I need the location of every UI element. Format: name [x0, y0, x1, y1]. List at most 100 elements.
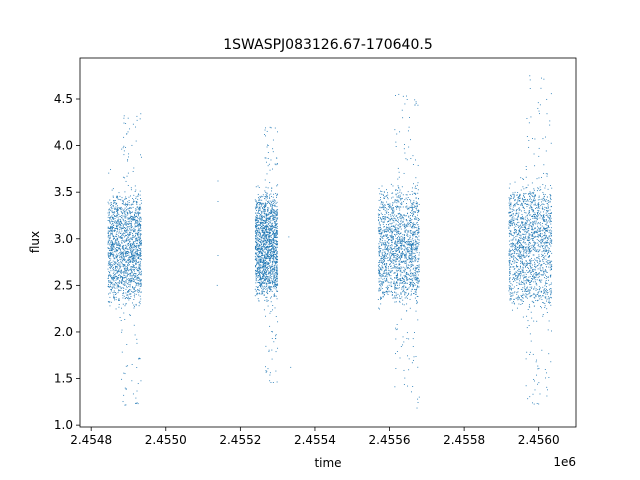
- data-point: [264, 232, 266, 234]
- data-point: [264, 209, 266, 211]
- data-point: [266, 282, 267, 284]
- data-point: [129, 246, 131, 248]
- data-point: [107, 233, 109, 234]
- data-point: [380, 267, 382, 269]
- data-point: [119, 251, 121, 253]
- data-point: [259, 261, 261, 263]
- data-point: [110, 249, 112, 251]
- data-point: [406, 258, 407, 260]
- data-point: [264, 179, 266, 181]
- data-point: [269, 194, 270, 196]
- data-point: [113, 258, 115, 260]
- data-point: [392, 238, 394, 240]
- data-point: [271, 269, 273, 271]
- data-point: [406, 278, 407, 280]
- data-point: [265, 205, 267, 207]
- data-point: [133, 304, 135, 306]
- data-point: [272, 331, 273, 333]
- data-point: [275, 271, 277, 273]
- data-point: [122, 219, 124, 221]
- data-point: [415, 259, 417, 261]
- data-point: [269, 240, 271, 242]
- data-point: [274, 237, 276, 239]
- data-point: [265, 222, 267, 224]
- data-point: [413, 276, 415, 278]
- data-point: [415, 284, 417, 286]
- data-point: [138, 262, 140, 264]
- data-point: [416, 242, 418, 244]
- data-point: [268, 218, 270, 220]
- data-point: [381, 281, 383, 283]
- data-point: [134, 215, 136, 217]
- data-point: [414, 247, 416, 249]
- data-point: [401, 197, 403, 199]
- data-point: [138, 289, 140, 291]
- data-point: [136, 282, 138, 284]
- data-point: [271, 223, 273, 225]
- data-point: [407, 244, 409, 246]
- data-point: [137, 256, 139, 258]
- data-point: [390, 228, 392, 230]
- data-point: [116, 210, 117, 212]
- data-point: [417, 282, 419, 284]
- data-point: [389, 235, 391, 237]
- data-point: [113, 283, 115, 285]
- data-point: [275, 370, 277, 372]
- data-point: [274, 254, 276, 255]
- data-point: [267, 201, 269, 202]
- data-point: [384, 294, 385, 295]
- data-point: [112, 204, 114, 206]
- data-point: [416, 229, 418, 231]
- data-point: [392, 262, 394, 264]
- data-point: [410, 284, 412, 286]
- data-point: [404, 291, 406, 293]
- data-point: [274, 222, 276, 224]
- data-point: [262, 208, 264, 210]
- data-point: [401, 192, 403, 194]
- data-point: [387, 272, 389, 274]
- data-point: [276, 245, 278, 247]
- data-point: [417, 286, 419, 288]
- data-point: [123, 215, 125, 217]
- data-point: [407, 225, 409, 227]
- data-point: [131, 229, 133, 231]
- data-point: [110, 204, 111, 206]
- data-point: [125, 288, 127, 290]
- data-point: [137, 193, 139, 195]
- data-point: [258, 272, 260, 274]
- data-point: [112, 276, 114, 278]
- data-point: [129, 240, 131, 242]
- data-point: [113, 277, 115, 279]
- data-point: [262, 277, 264, 279]
- data-point: [131, 364, 133, 365]
- data-point: [269, 216, 271, 218]
- data-point: [123, 258, 125, 259]
- data-point: [267, 270, 269, 272]
- data-point: [138, 208, 140, 210]
- data-point: [397, 219, 399, 221]
- data-point: [113, 201, 115, 203]
- data-point: [118, 289, 120, 291]
- data-point: [118, 226, 120, 228]
- data-point: [271, 286, 273, 288]
- data-point: [386, 287, 388, 289]
- data-point: [130, 237, 132, 239]
- data-point: [379, 275, 381, 277]
- data-point: [116, 244, 117, 246]
- data-point: [132, 256, 133, 258]
- data-point: [258, 217, 260, 219]
- data-point: [263, 206, 265, 208]
- data-point: [272, 211, 274, 213]
- data-point: [122, 248, 124, 250]
- data-point: [256, 210, 258, 211]
- data-point: [255, 227, 257, 228]
- data-point: [387, 257, 389, 258]
- data-point: [379, 284, 381, 286]
- data-point: [381, 201, 383, 203]
- data-point: [263, 270, 265, 272]
- data-point: [255, 290, 257, 292]
- data-point: [378, 278, 380, 280]
- data-point: [137, 278, 139, 279]
- data-point: [264, 252, 266, 254]
- data-point: [267, 280, 268, 282]
